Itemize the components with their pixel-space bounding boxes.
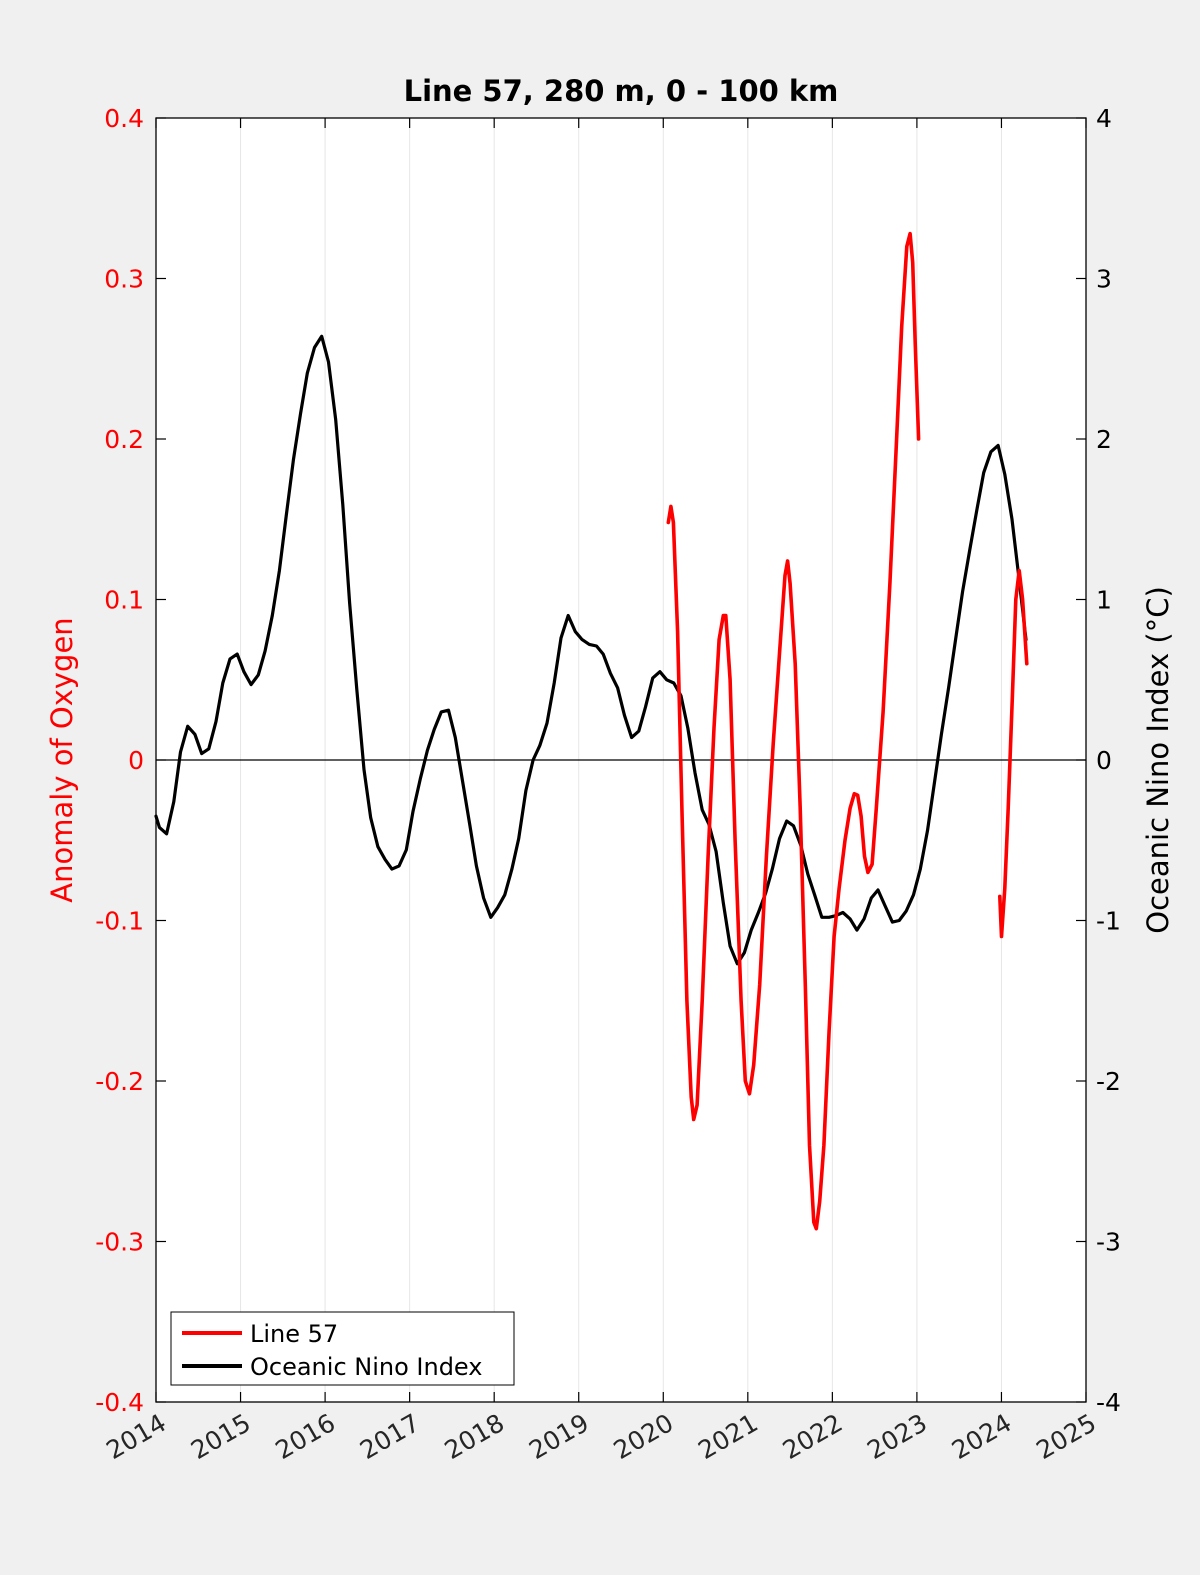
y-right-tick-label: -4	[1096, 1388, 1121, 1417]
y-right-tick-label: -2	[1096, 1067, 1121, 1096]
legend-oni-label: Oceanic Nino Index	[250, 1353, 482, 1381]
y-right-tick-label: 2	[1096, 425, 1112, 454]
x-tick-label: 2015	[186, 1408, 256, 1465]
y-right-tick-label: -3	[1096, 1228, 1121, 1257]
x-tick-label: 2025	[1031, 1408, 1101, 1465]
chart-title: Line 57, 280 m, 0 - 100 km	[404, 74, 839, 108]
legend-line57-label: Line 57	[250, 1320, 338, 1348]
x-tick-label: 2023	[862, 1408, 932, 1465]
y-left-tick-label: 0.2	[104, 425, 144, 454]
y-axis-left-label: Anomaly of Oxygen	[45, 617, 79, 902]
x-tick-label: 2019	[524, 1408, 594, 1465]
y-right-tick-label: 4	[1096, 104, 1112, 133]
series-layer	[154, 231, 1029, 1231]
y-right-tick-label: 1	[1096, 586, 1112, 615]
x-tick-label: 2016	[270, 1408, 340, 1465]
y-left-tick-label: 0.4	[104, 104, 144, 133]
y-left-tick-label: 0.1	[104, 586, 144, 615]
y-right-tick-label: -1	[1096, 907, 1121, 936]
x-tick-label: 2024	[947, 1408, 1017, 1465]
series-line-oni	[154, 334, 1028, 966]
x-tick-label: 2020	[609, 1408, 679, 1465]
x-tick-label: 2022	[778, 1408, 848, 1465]
y-left-tick-label: -0.4	[95, 1388, 144, 1417]
series-line-line57	[666, 231, 921, 1231]
series-line-line57	[998, 568, 1029, 939]
y-left-tick-label: 0	[128, 746, 144, 775]
x-tick-label: 2017	[355, 1408, 425, 1465]
legend-box	[170, 1311, 515, 1386]
y-left-tick-label: -0.1	[95, 907, 144, 936]
y-left-tick-label: -0.2	[95, 1067, 144, 1096]
y-right-tick-label: 3	[1096, 265, 1112, 294]
y-axis-right-label: Oceanic Nino Index (°C)	[1141, 586, 1175, 934]
x-tick-label: 2018	[440, 1408, 510, 1465]
y-left-tick-label: 0.3	[104, 265, 144, 294]
y-right-tick-label: 0	[1096, 746, 1112, 775]
y-left-tick-label: -0.3	[95, 1228, 144, 1257]
x-tick-label: 2021	[693, 1408, 763, 1465]
legend: Line 57 Oceanic Nino Index	[170, 1311, 515, 1386]
